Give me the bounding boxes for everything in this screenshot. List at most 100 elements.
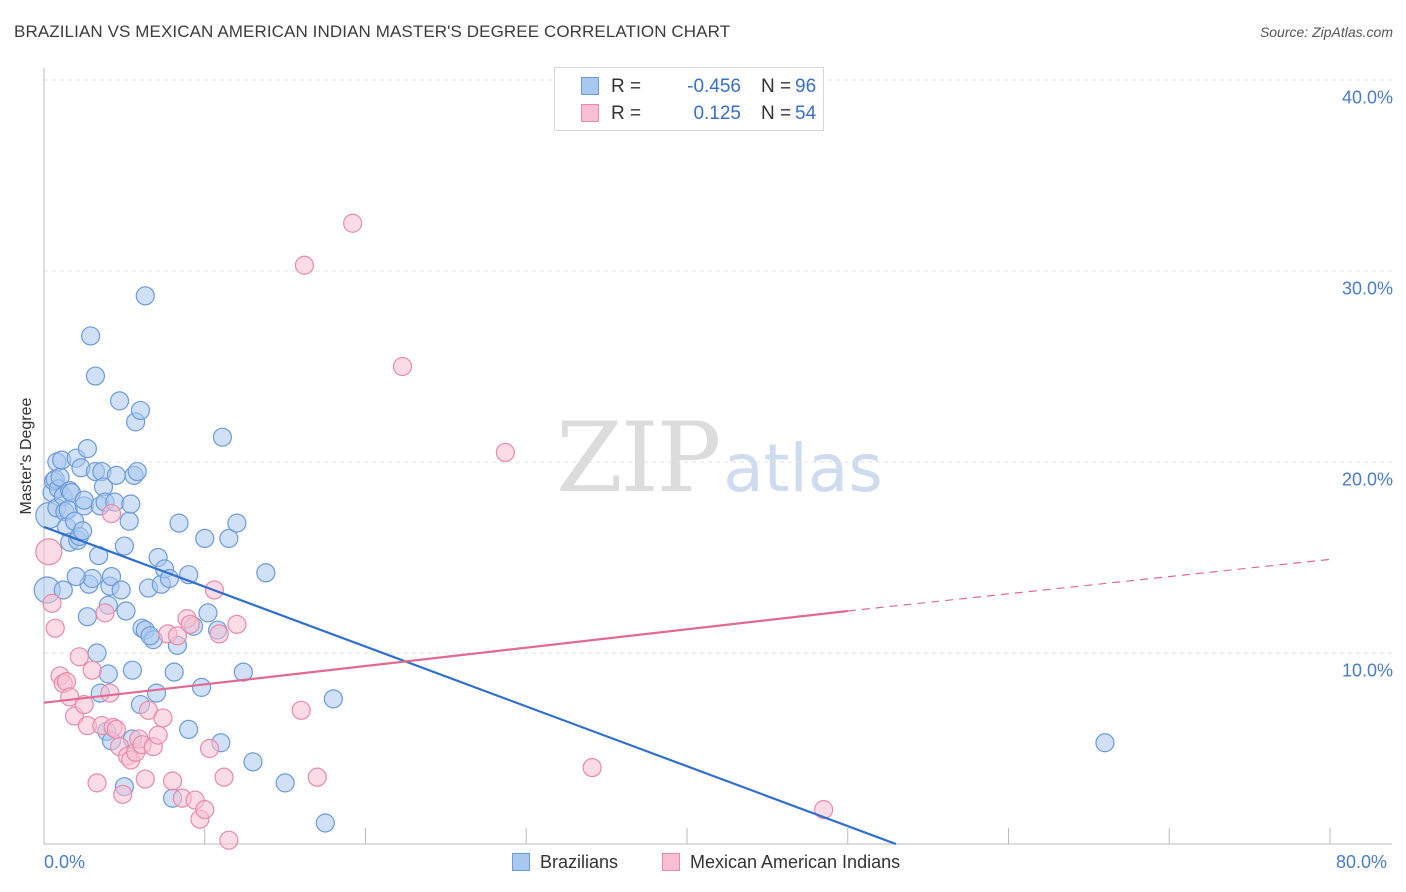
brazilian-point <box>227 513 247 533</box>
brazilian-point <box>106 465 126 485</box>
mexican-american-indian-point <box>69 647 89 667</box>
legend-label: Brazilians <box>540 852 619 872</box>
brazilian-point <box>101 566 122 587</box>
legend-item-brazilians: Brazilians <box>512 852 618 873</box>
mexican-american-indian-point <box>392 356 413 377</box>
brazilian-point <box>219 528 239 549</box>
mexican-american-indian-point <box>95 603 115 623</box>
x-tick-label: 80.0% <box>1336 852 1388 872</box>
brazilian-point <box>140 626 160 646</box>
mexican-american-indian-point <box>153 708 173 728</box>
mexican-american-indian-point <box>87 773 107 793</box>
brazilian-point <box>98 664 118 684</box>
legend-n-value: 54 <box>795 103 817 124</box>
mexican-american-indian-point <box>195 800 215 820</box>
watermark: ZIPatlas <box>556 402 883 514</box>
mexican-american-indian-point <box>582 757 602 778</box>
brazilian-point <box>85 366 106 386</box>
mexican-american-indian-point <box>35 538 63 566</box>
mexican-american-indian-point <box>495 442 515 463</box>
brazilian-point <box>146 683 167 703</box>
brazilian-point <box>164 662 184 682</box>
mexican-american-indian-point <box>814 800 834 820</box>
legend-r-value: -0.456 <box>687 76 741 97</box>
legend-swatch-pink <box>581 104 599 122</box>
mexican-american-indian-point <box>113 784 133 804</box>
mexican-american-indian-point <box>101 503 122 524</box>
brazilian-point <box>114 536 134 556</box>
brazilian-point <box>256 563 276 583</box>
brazilian-point <box>243 752 263 772</box>
mexican-american-indian-point <box>214 767 234 787</box>
legend-swatch-pink <box>662 853 680 871</box>
legend-r-label: R = <box>611 76 642 97</box>
brazilian-point <box>1095 733 1115 753</box>
chart-title: BRAZILIAN VS MEXICAN AMERICAN INDIAN MAS… <box>14 22 731 41</box>
brazilian-point <box>122 660 143 680</box>
mexican-american-indian-point <box>106 719 126 740</box>
brazilian-point <box>159 568 179 589</box>
brazilian-point <box>275 773 295 793</box>
y-tick-label: 20.0% <box>1341 469 1393 490</box>
brazilian-point <box>77 607 98 627</box>
legend-item-mexican-american-indians: Mexican American Indians <box>662 852 900 873</box>
brazilian-point <box>121 494 141 514</box>
brazilian-point <box>82 568 102 589</box>
mexican-american-indian-point <box>219 830 239 850</box>
brazilian-point <box>169 513 189 533</box>
mexican-american-indian-trend-extension <box>847 558 1331 612</box>
mexican-american-indian-point <box>227 614 247 634</box>
brazilian-point <box>116 601 136 621</box>
legend-swatch-blue <box>512 853 530 871</box>
brazilian-point <box>315 813 335 833</box>
brazilian-point <box>74 490 94 510</box>
legend-n-label: N = <box>761 76 792 97</box>
mexican-american-indian-point <box>148 725 168 745</box>
legend-n-value: 96 <box>795 76 817 97</box>
mexican-american-indian-point <box>135 769 155 789</box>
mexican-american-indian-point <box>163 771 183 791</box>
brazilian-point <box>198 603 218 623</box>
y-tick-label: 10.0% <box>1341 660 1393 681</box>
watermark-zip: ZIP <box>556 402 721 514</box>
mexican-american-indian-point <box>167 626 188 646</box>
mexican-american-indian-point <box>199 738 220 759</box>
mexican-american-indian-point <box>100 683 120 703</box>
source-credit: Source: ZipAtlas.com <box>1259 24 1393 40</box>
y-axis-label: Master's Degree <box>18 397 35 515</box>
mexican-american-indian-point <box>180 614 200 634</box>
brazilian-point <box>77 439 98 459</box>
brazilian-point <box>111 580 131 600</box>
watermark-atlas: atlas <box>723 430 883 507</box>
mexican-american-indian-point <box>307 767 327 787</box>
legend-n-label: N = <box>761 103 792 124</box>
mexican-american-indian-point <box>294 255 315 275</box>
brazilian-point <box>135 286 155 306</box>
brazilian-point <box>72 521 93 541</box>
stats-legend: R = -0.456 N = 96 R = 0.125 N = 54 <box>554 67 824 131</box>
brazilian-point <box>66 566 86 587</box>
brazilian-point <box>130 400 151 421</box>
brazilian-point <box>323 689 343 709</box>
legend-swatch-blue <box>581 77 599 95</box>
brazilian-point <box>212 427 233 447</box>
mexican-american-indian-point <box>343 213 363 233</box>
legend-label: Mexican American Indians <box>690 852 901 872</box>
brazilian-point <box>127 461 147 482</box>
brazilian-point <box>87 643 107 663</box>
brazilian-point <box>233 662 253 682</box>
mexican-american-indian-point <box>74 694 94 715</box>
legend-r-value: 0.125 <box>693 103 741 124</box>
legend-r-label: R = <box>611 103 642 124</box>
mexican-american-indian-point <box>82 660 102 680</box>
brazilian-point <box>119 511 139 531</box>
mexican-american-indian-trend-line <box>43 609 848 704</box>
mexican-american-indian-point <box>42 593 62 613</box>
brazilian-point <box>191 677 212 697</box>
mexican-american-indian-point <box>209 624 229 644</box>
mexican-american-indian-point <box>45 618 65 638</box>
y-tick-label: 30.0% <box>1341 278 1393 299</box>
brazilian-point <box>81 326 101 346</box>
brazilian-point <box>109 391 130 411</box>
